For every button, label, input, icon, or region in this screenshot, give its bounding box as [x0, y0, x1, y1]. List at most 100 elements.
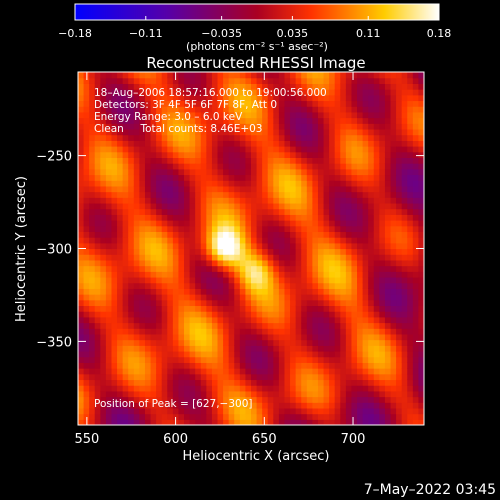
heatmap-cell [122, 231, 129, 238]
heatmap-cell [105, 117, 113, 124]
heatmap-cell [133, 254, 140, 261]
heatmap-cell [128, 294, 135, 301]
heatmap-cell [384, 333, 392, 341]
heatmap-cell [200, 350, 207, 358]
heatmap-cell [89, 146, 96, 153]
heatmap-cell [144, 168, 152, 176]
heatmap-cell [167, 77, 174, 84]
heatmap-cell [357, 259, 364, 267]
heatmap-cell [407, 231, 414, 238]
heatmap-cell [317, 311, 325, 318]
heatmap-cell [122, 208, 129, 215]
heatmap-cell [357, 94, 364, 102]
heatmap-cell [89, 174, 96, 181]
heatmap-cell [78, 333, 85, 341]
heatmap-cell [418, 413, 424, 420]
heatmap-cell [407, 168, 414, 176]
heatmap-cell [340, 385, 347, 392]
heatmap-cell [117, 151, 124, 158]
heatmap-cell [317, 356, 325, 363]
heatmap-cell [245, 276, 252, 284]
heatmap-cell [156, 333, 163, 341]
heatmap-cell [144, 231, 152, 238]
heatmap-cell [78, 390, 85, 398]
heatmap-cell [323, 254, 330, 261]
heatmap-cell [161, 390, 168, 398]
heatmap-cell [139, 328, 146, 335]
heatmap-cell [396, 72, 403, 79]
heatmap-cell [184, 77, 191, 84]
heatmap-cell [312, 106, 319, 113]
heatmap-cell [133, 305, 140, 312]
heatmap-cell [345, 202, 353, 210]
heatmap-cell [334, 111, 341, 119]
heatmap-cell [105, 100, 113, 107]
heatmap-cell [301, 276, 308, 284]
heatmap-cell [412, 282, 420, 289]
heatmap-cell [329, 345, 336, 352]
heatmap-cell [228, 117, 235, 124]
heatmap-cell [295, 168, 302, 176]
heatmap-cell [340, 180, 347, 187]
heatmap-cell [111, 271, 118, 278]
heatmap-cell [211, 163, 219, 170]
heatmap-cell [357, 413, 364, 420]
heatmap-cell [89, 117, 96, 124]
heatmap-cell [295, 100, 302, 107]
heatmap-cell [111, 396, 118, 403]
heatmap-cell [211, 350, 219, 358]
heatmap-cell [195, 100, 202, 107]
heatmap-cell [89, 157, 96, 164]
heatmap-cell [83, 390, 90, 398]
heatmap-cell [200, 225, 207, 233]
heatmap-cell [351, 106, 358, 113]
heatmap-cell [211, 271, 219, 278]
heatmap-cell [306, 83, 313, 90]
heatmap-cell [117, 373, 124, 381]
heatmap-cell [234, 339, 241, 346]
heatmap-cell [317, 237, 325, 244]
heatmap-cell [211, 197, 219, 204]
heatmap-cell [357, 379, 364, 386]
heatmap-cell [295, 151, 302, 158]
heatmap-cell [317, 128, 325, 136]
heatmap-cell [105, 402, 113, 409]
heatmap-cell [256, 157, 263, 164]
heatmap-cell [312, 128, 319, 136]
heatmap-cell [139, 180, 146, 187]
heatmap-cell [418, 259, 424, 267]
heatmap-cell [323, 339, 330, 346]
heatmap-cell [340, 242, 347, 250]
heatmap-cell [384, 276, 392, 284]
heatmap-cell [172, 345, 180, 352]
heatmap-cell [223, 117, 230, 124]
heatmap-cell [284, 140, 291, 147]
heatmap-cell [368, 288, 375, 295]
heatmap-cell [200, 390, 207, 398]
heatmap-cell [401, 305, 408, 312]
heatmap-cell [267, 242, 274, 250]
heatmap-cell [418, 305, 424, 312]
heatmap-cell [206, 294, 213, 301]
heatmap-cell [345, 407, 353, 415]
heatmap-cell [373, 316, 380, 324]
heatmap-cell [251, 368, 258, 375]
heatmap-cell [167, 168, 174, 176]
heatmap-cell [184, 168, 191, 176]
heatmap-cell [284, 197, 291, 204]
heatmap-cell [144, 419, 152, 425]
heatmap-cell [200, 299, 207, 307]
heatmap-cell [128, 328, 135, 335]
heatmap-cell [317, 242, 325, 250]
heatmap-cell [262, 339, 269, 346]
heatmap-cell [189, 94, 196, 102]
heatmap-cell [167, 180, 174, 187]
heatmap-cell [251, 419, 258, 425]
heatmap-cell [340, 146, 347, 153]
heatmap-cell [418, 242, 424, 250]
heatmap-cell [178, 322, 185, 329]
heatmap-cell [340, 168, 347, 176]
heatmap-cell [211, 180, 219, 187]
heatmap-cell [401, 396, 408, 403]
heatmap-cell [373, 168, 380, 176]
